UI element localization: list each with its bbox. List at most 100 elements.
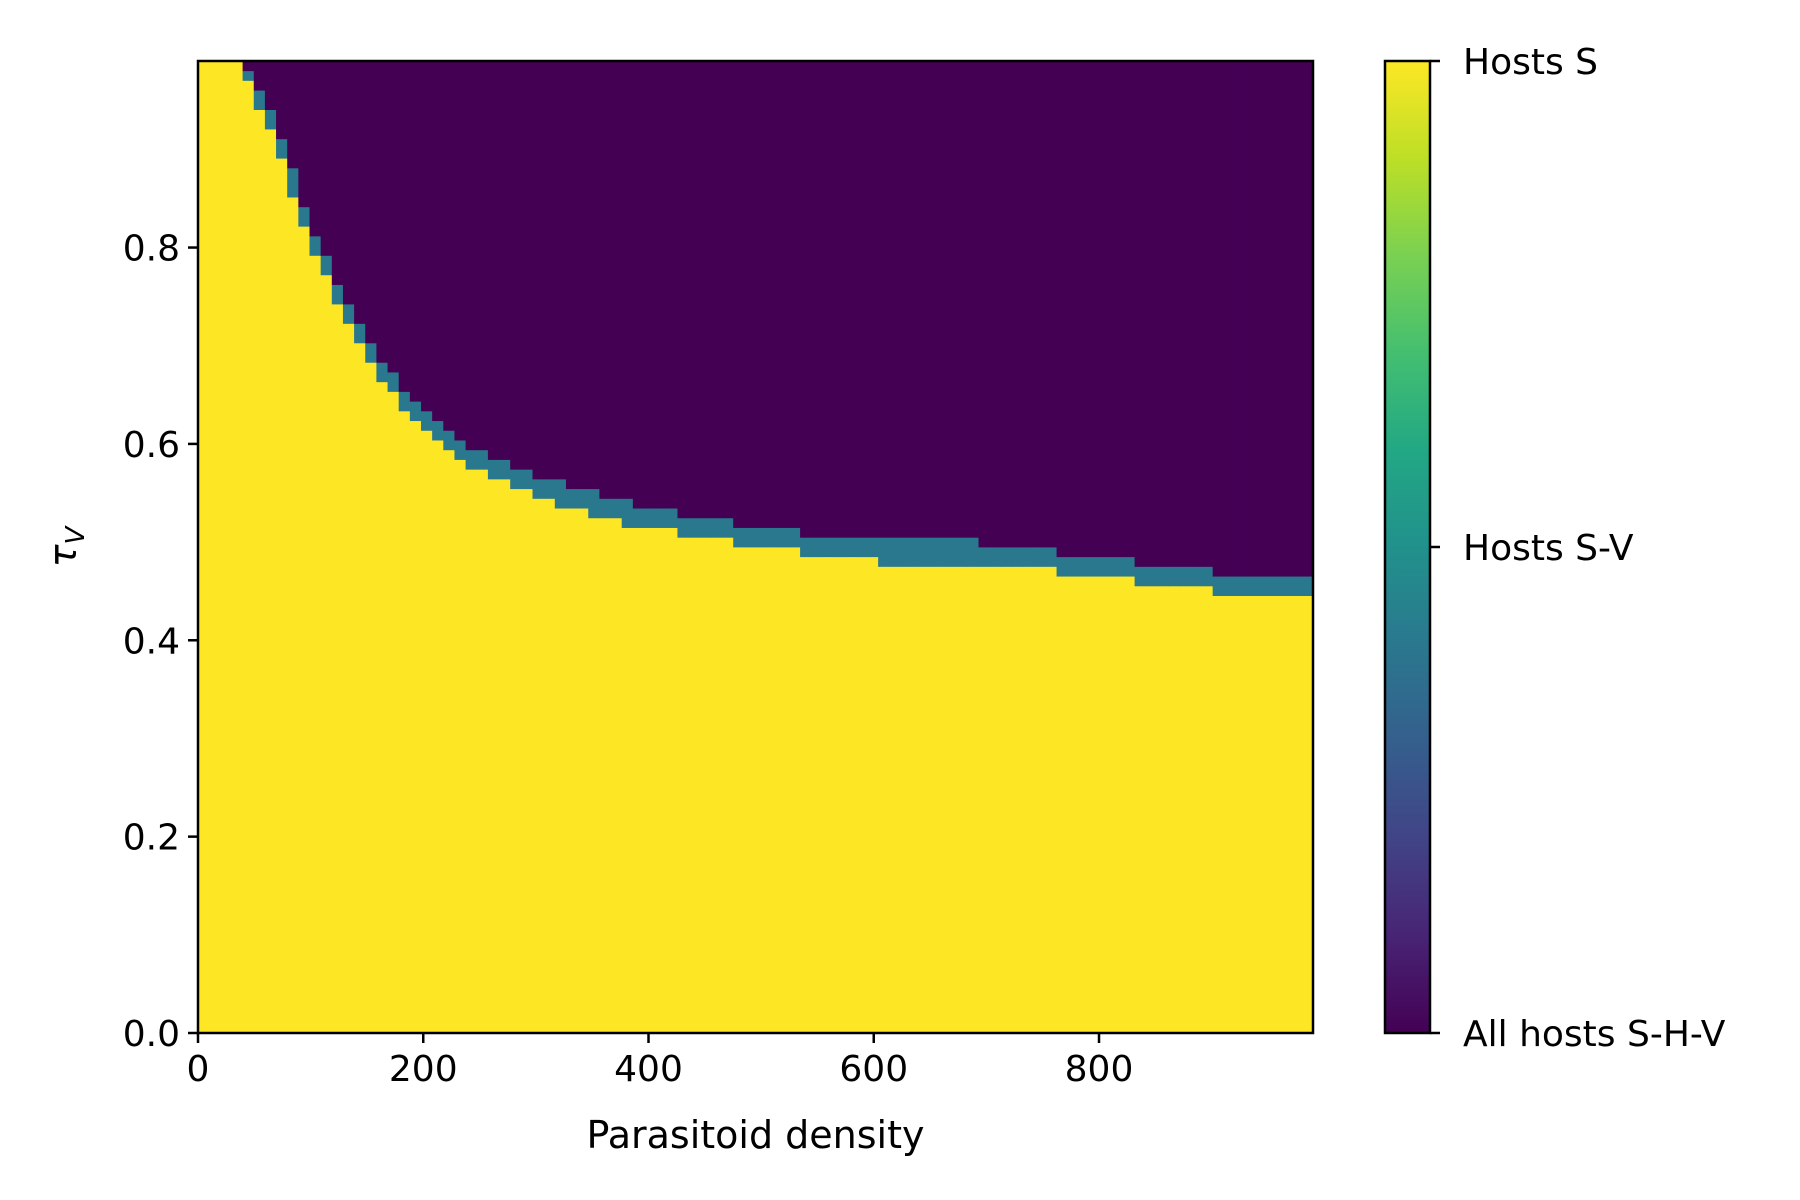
- cell-hosts-s-v: [287, 167, 299, 198]
- cell-all-hosts-s-h-v: [1212, 61, 1225, 577]
- cell-hosts-s-v: [1168, 566, 1180, 587]
- cell-hosts-s-v: [432, 420, 444, 441]
- cell-hosts-s-v: [956, 537, 968, 567]
- cell-all-hosts-s-h-v: [989, 61, 1002, 548]
- cell-hosts-s-v: [521, 469, 534, 490]
- cell-all-hosts-s-h-v: [443, 61, 456, 431]
- cell-hosts-s-v: [443, 430, 456, 451]
- colorbar-tick-label: Hosts S: [1463, 42, 1598, 83]
- x-axis-title: Parasitoid density: [587, 1113, 925, 1157]
- cell-hosts-s-v: [1201, 566, 1214, 587]
- y-tick-label: 0.6: [123, 425, 180, 466]
- cell-all-hosts-s-h-v: [621, 61, 634, 499]
- cell-all-hosts-s-h-v: [1168, 61, 1180, 567]
- y-axis: 0.0 0.2 0.4 0.6 0.8: [123, 229, 198, 1055]
- cell-all-hosts-s-h-v: [320, 61, 333, 256]
- cell-hosts-s-v: [878, 537, 890, 567]
- cell-hosts-s-v: [1045, 547, 1058, 567]
- cell-all-hosts-s-h-v: [833, 61, 846, 538]
- cell-hosts-s-v: [610, 498, 623, 519]
- cell-all-hosts-s-h-v: [387, 61, 400, 373]
- cell-hosts-s-v: [1279, 576, 1292, 596]
- cell-all-hosts-s-h-v: [287, 61, 299, 169]
- cell-hosts-s-v: [922, 537, 935, 567]
- cell-hosts-s-v: [1134, 566, 1147, 587]
- cell-hosts-s-v: [565, 488, 578, 509]
- cell-all-hosts-s-h-v: [1234, 61, 1247, 577]
- cell-hosts-s-v: [1090, 556, 1102, 577]
- x-tick-label: 600: [839, 1049, 908, 1090]
- cell-hosts-s-v: [1056, 556, 1069, 577]
- colorbar-tick-label: All hosts S-H-V: [1463, 1014, 1726, 1055]
- cell-hosts-s-v: [733, 527, 745, 548]
- cell-hosts-s-v: [621, 498, 634, 528]
- cell-hosts-s-v: [1000, 547, 1013, 567]
- cell-hosts-s-v: [710, 517, 723, 538]
- cell-all-hosts-s-h-v: [945, 61, 957, 538]
- cell-all-hosts-s-h-v: [1000, 61, 1013, 548]
- cell-hosts-s-v: [1112, 556, 1125, 577]
- cell-hosts-s-v: [532, 478, 545, 499]
- cell-hosts-s-v: [1234, 576, 1247, 596]
- cell-all-hosts-s-h-v: [1011, 61, 1024, 548]
- cell-hosts-s-v: [644, 508, 656, 528]
- cell-all-hosts-s-h-v: [264, 61, 277, 110]
- cell-all-hosts-s-h-v: [577, 61, 589, 490]
- cell-all-hosts-s-h-v: [1056, 61, 1069, 558]
- cell-all-hosts-s-h-v: [900, 61, 913, 538]
- cell-all-hosts-s-h-v: [554, 61, 567, 480]
- cell-hosts-s-v: [800, 537, 812, 558]
- cell-hosts-s-v: [465, 449, 478, 470]
- cell-all-hosts-s-h-v: [1279, 61, 1292, 577]
- cell-hosts-s-v: [677, 517, 690, 538]
- cell-all-hosts-s-h-v: [978, 61, 991, 548]
- cell-all-hosts-s-h-v: [688, 61, 701, 519]
- cell-hosts-s-v: [1123, 556, 1136, 577]
- cell-all-hosts-s-h-v: [878, 61, 890, 538]
- cell-hosts-s-v: [588, 488, 600, 519]
- cell-hosts-s-v: [1268, 576, 1281, 596]
- cell-hosts-s-v: [510, 469, 522, 490]
- cell-hosts-s-v: [688, 517, 701, 538]
- cell-all-hosts-s-h-v: [922, 61, 935, 538]
- cell-all-hosts-s-h-v: [253, 61, 266, 91]
- cell-hosts-s-v: [811, 537, 823, 558]
- cell-all-hosts-s-h-v: [911, 61, 924, 538]
- cell-all-hosts-s-h-v: [354, 61, 366, 324]
- cell-all-hosts-s-h-v: [242, 61, 255, 72]
- cell-hosts-s-v: [1212, 576, 1225, 596]
- cell-hosts-s-v: [577, 488, 589, 509]
- cell-hosts-s-v: [1034, 547, 1046, 567]
- cell-all-hosts-s-h-v: [331, 61, 344, 285]
- cell-all-hosts-s-h-v: [1301, 61, 1314, 577]
- cell-hosts-s-v: [1179, 566, 1191, 587]
- cell-all-hosts-s-h-v: [432, 61, 444, 422]
- x-axis: 0 200 400 600 800: [187, 1033, 1133, 1090]
- cell-all-hosts-s-h-v: [933, 61, 946, 538]
- cell-hosts-s-v: [1257, 576, 1269, 596]
- cell-all-hosts-s-h-v: [1145, 61, 1158, 567]
- cell-all-hosts-s-h-v: [1067, 61, 1080, 558]
- cell-hosts-s-v: [978, 547, 991, 567]
- cell-all-hosts-s-h-v: [967, 61, 980, 538]
- cell-all-hosts-s-h-v: [465, 61, 478, 451]
- cell-hosts-s-v: [253, 90, 266, 110]
- cell-hosts-s-v: [722, 517, 734, 538]
- cell-hosts-s-v: [320, 255, 333, 276]
- cell-hosts-s-v: [666, 508, 679, 528]
- cell-hosts-s-v: [409, 401, 422, 422]
- cell-hosts-s-v: [365, 342, 377, 363]
- cell-all-hosts-s-h-v: [822, 61, 835, 538]
- cell-hosts-s-v: [298, 206, 311, 227]
- cell-all-hosts-s-h-v: [811, 61, 823, 538]
- cell-all-hosts-s-h-v: [800, 61, 812, 538]
- cell-all-hosts-s-h-v: [409, 61, 422, 402]
- cell-hosts-s-v: [554, 478, 567, 509]
- cell-hosts-s-v: [945, 537, 957, 567]
- cell-hosts-s-v: [599, 498, 612, 519]
- cell-hosts-s-v: [1101, 556, 1113, 577]
- cell-hosts-s-v: [1301, 576, 1314, 596]
- cell-all-hosts-s-h-v: [1134, 61, 1147, 567]
- cell-all-hosts-s-h-v: [788, 61, 801, 528]
- cell-all-hosts-s-h-v: [855, 61, 868, 538]
